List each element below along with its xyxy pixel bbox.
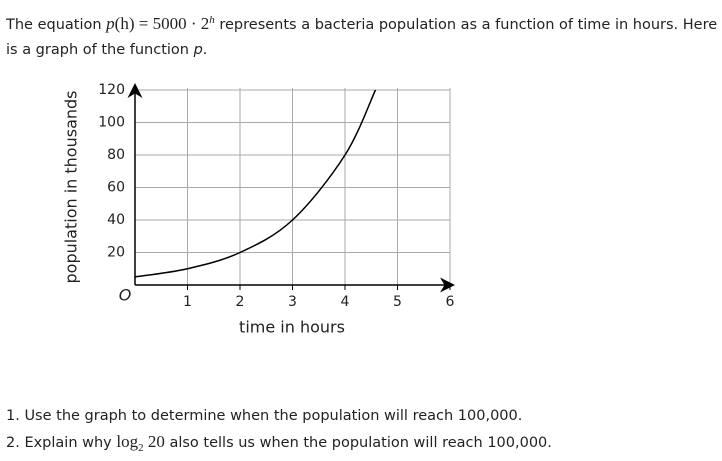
math: 2 [138, 441, 144, 454]
y-tick-label: 100 [98, 115, 125, 131]
question: 2. Explain why log2 20 also tells us whe… [6, 429, 718, 461]
math: (h) = 5000 · 2 [114, 13, 210, 33]
x-axis-label: time in hours [239, 318, 345, 337]
intro: The equation p(h) = 5000 · 2h represents… [6, 8, 718, 63]
math: 20 [143, 432, 165, 451]
x-tick-label: 5 [393, 294, 402, 310]
y-tick-label: 60 [107, 180, 125, 196]
question-text: 2. Explain why [6, 435, 117, 451]
x-tick-label: 2 [236, 294, 245, 310]
y-tick-label: 120 [98, 82, 125, 98]
math: h [209, 14, 215, 26]
intro-text: The equation [6, 16, 107, 33]
y-axis-label: population in thousands [62, 90, 81, 283]
x-tick-label: 1 [183, 294, 192, 310]
y-tick-label: 20 [107, 245, 125, 261]
origin-label: O [119, 286, 132, 305]
question-text: also tells us when the population will r… [164, 435, 552, 451]
question: 1. Use the graph to determine when the p… [6, 408, 523, 424]
math: log [116, 432, 139, 451]
intro-text: . [202, 41, 208, 58]
y-tick-label: 40 [107, 212, 125, 228]
intro-text: represents a bacteria population as a fu… [6, 16, 718, 58]
math: p [106, 13, 115, 33]
y-tick-label: 80 [107, 147, 125, 163]
x-tick-label: 3 [288, 294, 297, 310]
questions: 1. Use the graph to determine when the p… [6, 404, 718, 461]
function-curve [134, 89, 377, 278]
math: p [193, 41, 203, 58]
x-tick-label: 4 [341, 294, 350, 310]
x-tick-label: 6 [446, 294, 455, 310]
